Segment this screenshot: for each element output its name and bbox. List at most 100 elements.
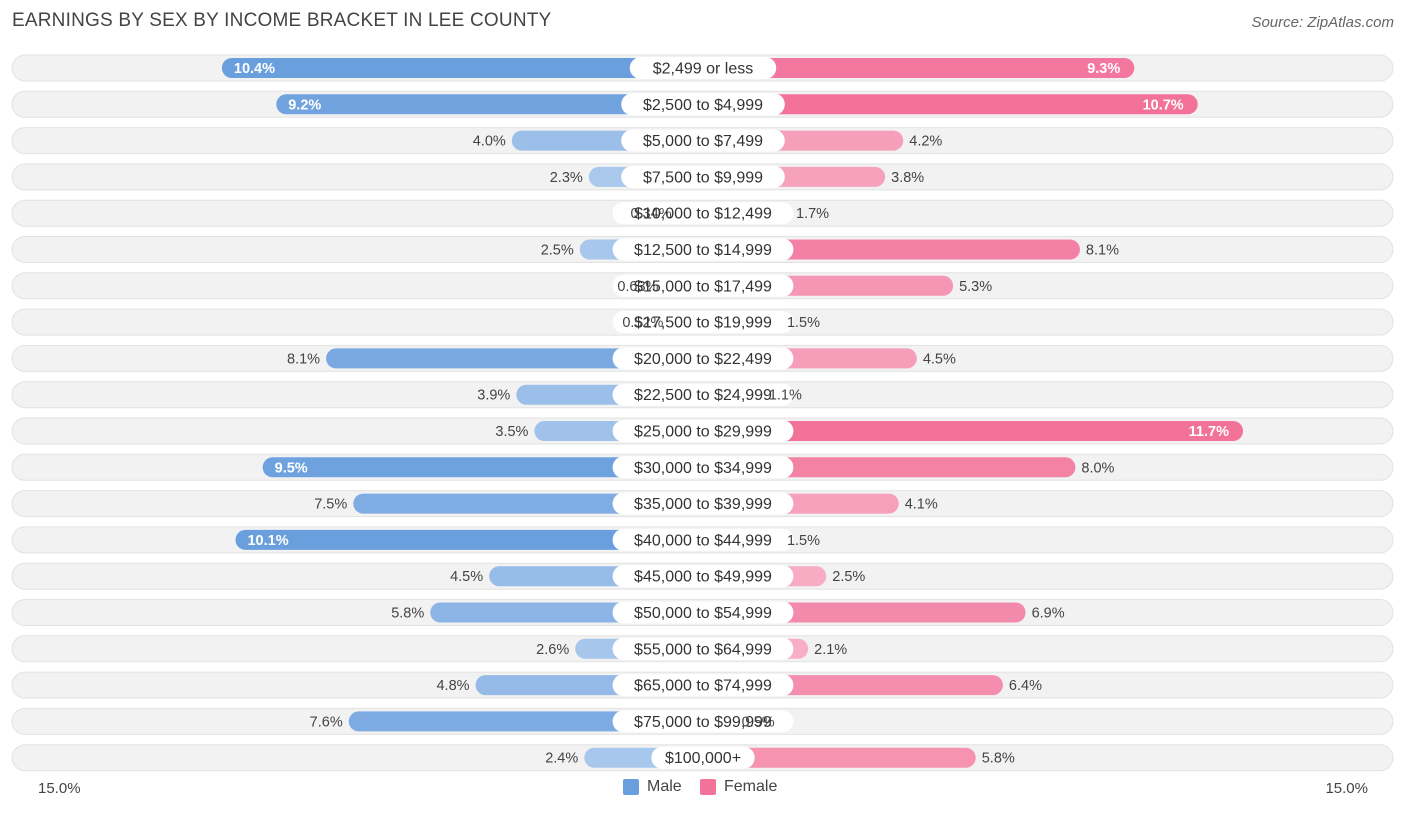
value-label-female: 0.5%	[742, 714, 775, 730]
category-pill	[612, 311, 794, 334]
category-label: $7,500 to $9,999	[643, 169, 763, 186]
bar-male	[326, 348, 703, 369]
value-label-male: 10.4%	[234, 61, 275, 77]
category-label: $65,000 to $74,999	[634, 678, 772, 695]
value-label-male: 9.5%	[275, 460, 308, 476]
category-label: $2,500 to $4,999	[643, 97, 763, 114]
value-label-male: 2.6%	[536, 642, 569, 658]
value-label-male: 5.8%	[391, 606, 424, 622]
value-label-male: 8.1%	[287, 351, 320, 367]
category-pill	[612, 274, 794, 297]
category-label: $55,000 to $64,999	[634, 641, 772, 658]
category-pill	[612, 565, 794, 588]
value-label-male: 3.9%	[477, 388, 510, 404]
category-pill	[612, 383, 794, 406]
value-label-male: 4.0%	[473, 134, 506, 150]
category-pill	[612, 456, 794, 479]
value-label-male: 0.63%	[617, 279, 658, 295]
category-pill	[651, 746, 755, 769]
bar-female	[703, 421, 1244, 441]
category-label: $22,500 to $24,999	[634, 387, 772, 404]
bar-female	[703, 94, 1198, 115]
bar-female	[703, 747, 976, 768]
value-label-female: 5.3%	[959, 279, 992, 295]
category-pill	[612, 637, 794, 660]
value-label-female: 1.5%	[787, 533, 820, 549]
category-pill	[612, 492, 794, 515]
legend-label-male: Male	[647, 778, 682, 795]
category-label: $17,500 to $19,999	[634, 315, 772, 332]
value-label-female: 4.2%	[909, 134, 942, 150]
category-pill	[621, 129, 785, 152]
category-pill	[612, 528, 794, 551]
value-label-female: 1.7%	[796, 206, 829, 222]
value-label-female: 1.5%	[787, 315, 820, 331]
legend-label-female: Female	[724, 778, 778, 795]
bar-male	[235, 529, 703, 550]
category-label: $45,000 to $49,999	[634, 569, 772, 586]
value-label-female: 8.0%	[1081, 460, 1114, 476]
axis-label-right: 15.0%	[1325, 780, 1368, 797]
value-label-male: 3.5%	[495, 424, 528, 440]
category-label: $35,000 to $39,999	[634, 496, 772, 513]
bar-male	[221, 58, 703, 78]
category-pill	[621, 93, 785, 116]
value-label-female: 8.1%	[1086, 243, 1119, 259]
category-label: $40,000 to $44,999	[634, 532, 772, 549]
category-pill	[612, 674, 794, 697]
chart-title: EARNINGS BY SEX BY INCOME BRACKET IN LEE…	[12, 10, 552, 31]
category-label: $5,000 to $7,499	[643, 133, 763, 150]
category-pill	[612, 238, 794, 261]
value-label-male: 10.1%	[247, 533, 288, 549]
legend-item-male[interactable]: Male	[623, 778, 682, 796]
value-label-female: 1.1%	[769, 388, 802, 404]
category-pill	[612, 710, 794, 733]
category-label: $50,000 to $54,999	[634, 605, 772, 622]
bar-male	[262, 457, 703, 478]
category-label: $2,499 or less	[653, 61, 754, 78]
value-label-female: 2.1%	[814, 642, 847, 658]
value-label-male: 2.5%	[541, 243, 574, 259]
category-pill	[612, 202, 794, 225]
bar-female	[703, 239, 1080, 260]
legend-item-female[interactable]: Female	[700, 778, 777, 796]
value-label-male: 4.5%	[450, 569, 483, 585]
category-pill	[621, 165, 785, 188]
category-pill	[612, 347, 794, 370]
value-label-female: 11.7%	[1189, 424, 1229, 440]
value-label-female: 4.5%	[923, 351, 956, 367]
category-label: $100,000+	[665, 750, 741, 767]
value-label-female: 2.5%	[832, 569, 865, 585]
category-pill	[612, 420, 794, 442]
category-pill	[612, 601, 794, 624]
value-label-male: 7.6%	[310, 714, 343, 730]
legend-swatch-female	[700, 779, 716, 795]
value-label-female: 9.3%	[1087, 61, 1120, 77]
category-label: $12,500 to $14,999	[634, 242, 772, 259]
value-label-female: 4.1%	[905, 497, 938, 513]
value-label-female: 3.8%	[891, 170, 924, 186]
value-label-male: 0.34%	[630, 206, 671, 222]
category-label: $30,000 to $34,999	[634, 460, 772, 477]
axis-label-left: 15.0%	[38, 780, 81, 797]
legend-swatch-male	[623, 779, 639, 795]
value-label-male: 9.2%	[288, 97, 321, 113]
value-label-female: 5.8%	[982, 751, 1015, 767]
category-label: $75,000 to $99,999	[634, 714, 772, 731]
value-label-male: 0.52%	[622, 315, 663, 331]
category-pill	[629, 57, 777, 79]
value-label-female: 6.9%	[1032, 606, 1065, 622]
value-label-female: 10.7%	[1143, 97, 1184, 113]
bar-female	[703, 58, 1135, 78]
value-label-female: 6.4%	[1009, 678, 1042, 694]
category-label: $10,000 to $12,499	[634, 206, 772, 223]
category-label: $15,000 to $17,499	[634, 278, 772, 295]
bar-female	[703, 457, 1076, 478]
value-label-male: 7.5%	[314, 497, 347, 513]
value-label-male: 2.4%	[545, 751, 578, 767]
value-label-male: 4.8%	[436, 678, 469, 694]
category-label: $25,000 to $29,999	[634, 424, 772, 441]
category-label: $20,000 to $22,499	[634, 351, 772, 368]
value-label-male: 2.3%	[550, 170, 583, 186]
